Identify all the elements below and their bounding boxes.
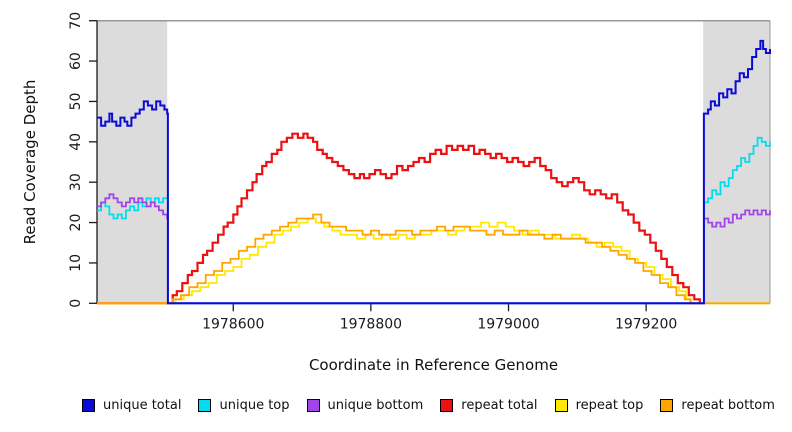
legend: unique total unique top unique bottom repea… (82, 398, 775, 413)
legend-item-unique-total: unique total (82, 398, 181, 413)
y-axis-title: Read Coverage Depth (21, 79, 39, 245)
legend-swatch-icon (306, 399, 320, 412)
legend-item-unique-bottom: unique bottom (306, 398, 424, 413)
legend-swatch-icon (198, 399, 212, 412)
x-tick-label: 1979000 (477, 316, 539, 332)
legend-item-repeat-total: repeat total (440, 398, 538, 413)
legend-label: unique total (103, 398, 182, 413)
legend-swatch-icon (82, 399, 95, 412)
shaded-region (97, 20, 168, 304)
legend-label: unique bottom (327, 398, 424, 413)
y-tick-label: 30 (68, 173, 84, 191)
x-axis-title: Coordinate in Reference Genome (308, 356, 559, 374)
legend-label: repeat bottom (681, 398, 775, 413)
series-line-repeat-top (97, 217, 770, 305)
y-tick-label: 40 (68, 133, 84, 151)
legend-swatch-icon (440, 399, 454, 412)
legend-label: repeat top (575, 398, 644, 413)
y-tick-label: 50 (68, 93, 84, 111)
legend-item-repeat-bottom: repeat bottom (660, 398, 775, 413)
legend-item-unique-top: unique top (198, 398, 290, 413)
series-line-unique-total (97, 39, 771, 305)
y-tick-label: 0 (68, 299, 84, 308)
x-tick-label: 1979200 (615, 316, 677, 332)
y-tick-label: 60 (68, 52, 84, 70)
series-line-repeat-bottom (97, 213, 770, 305)
series-line-repeat-total (97, 132, 704, 305)
y-tick-label: 20 (68, 214, 84, 232)
y-tick-label: 70 (68, 12, 84, 30)
legend-label: unique top (219, 398, 290, 413)
legend-label: repeat total (461, 398, 538, 413)
legend-swatch-icon (554, 399, 568, 412)
y-tick-label: 10 (68, 254, 84, 272)
x-tick-label: 1978600 (202, 316, 264, 332)
legend-item-repeat-top: repeat top (554, 398, 644, 413)
shaded-region (703, 20, 770, 304)
x-tick-label: 1978800 (340, 316, 402, 332)
legend-swatch-icon (660, 399, 674, 412)
